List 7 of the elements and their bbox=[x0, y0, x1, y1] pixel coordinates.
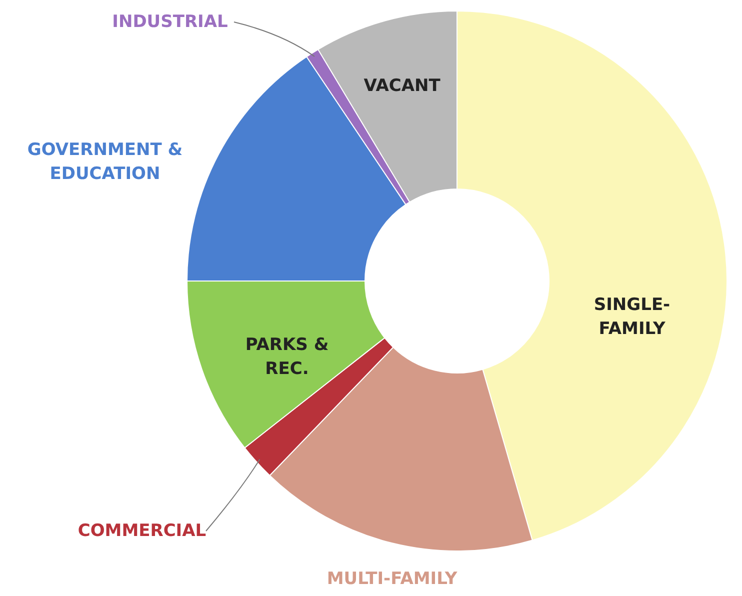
slice-label: INDUSTRIAL bbox=[112, 12, 228, 32]
slice-label: MULTI-FAMILY bbox=[326, 569, 458, 589]
slice-label: SINGLE-FAMILY bbox=[594, 295, 670, 339]
slice-label: VACANT bbox=[364, 76, 441, 96]
slice-label: PARKS & REC. bbox=[245, 335, 329, 379]
slice-label: COMMERCIAL bbox=[78, 521, 206, 541]
slice-label: GOVERNMENT & EDUCATION bbox=[27, 140, 183, 184]
